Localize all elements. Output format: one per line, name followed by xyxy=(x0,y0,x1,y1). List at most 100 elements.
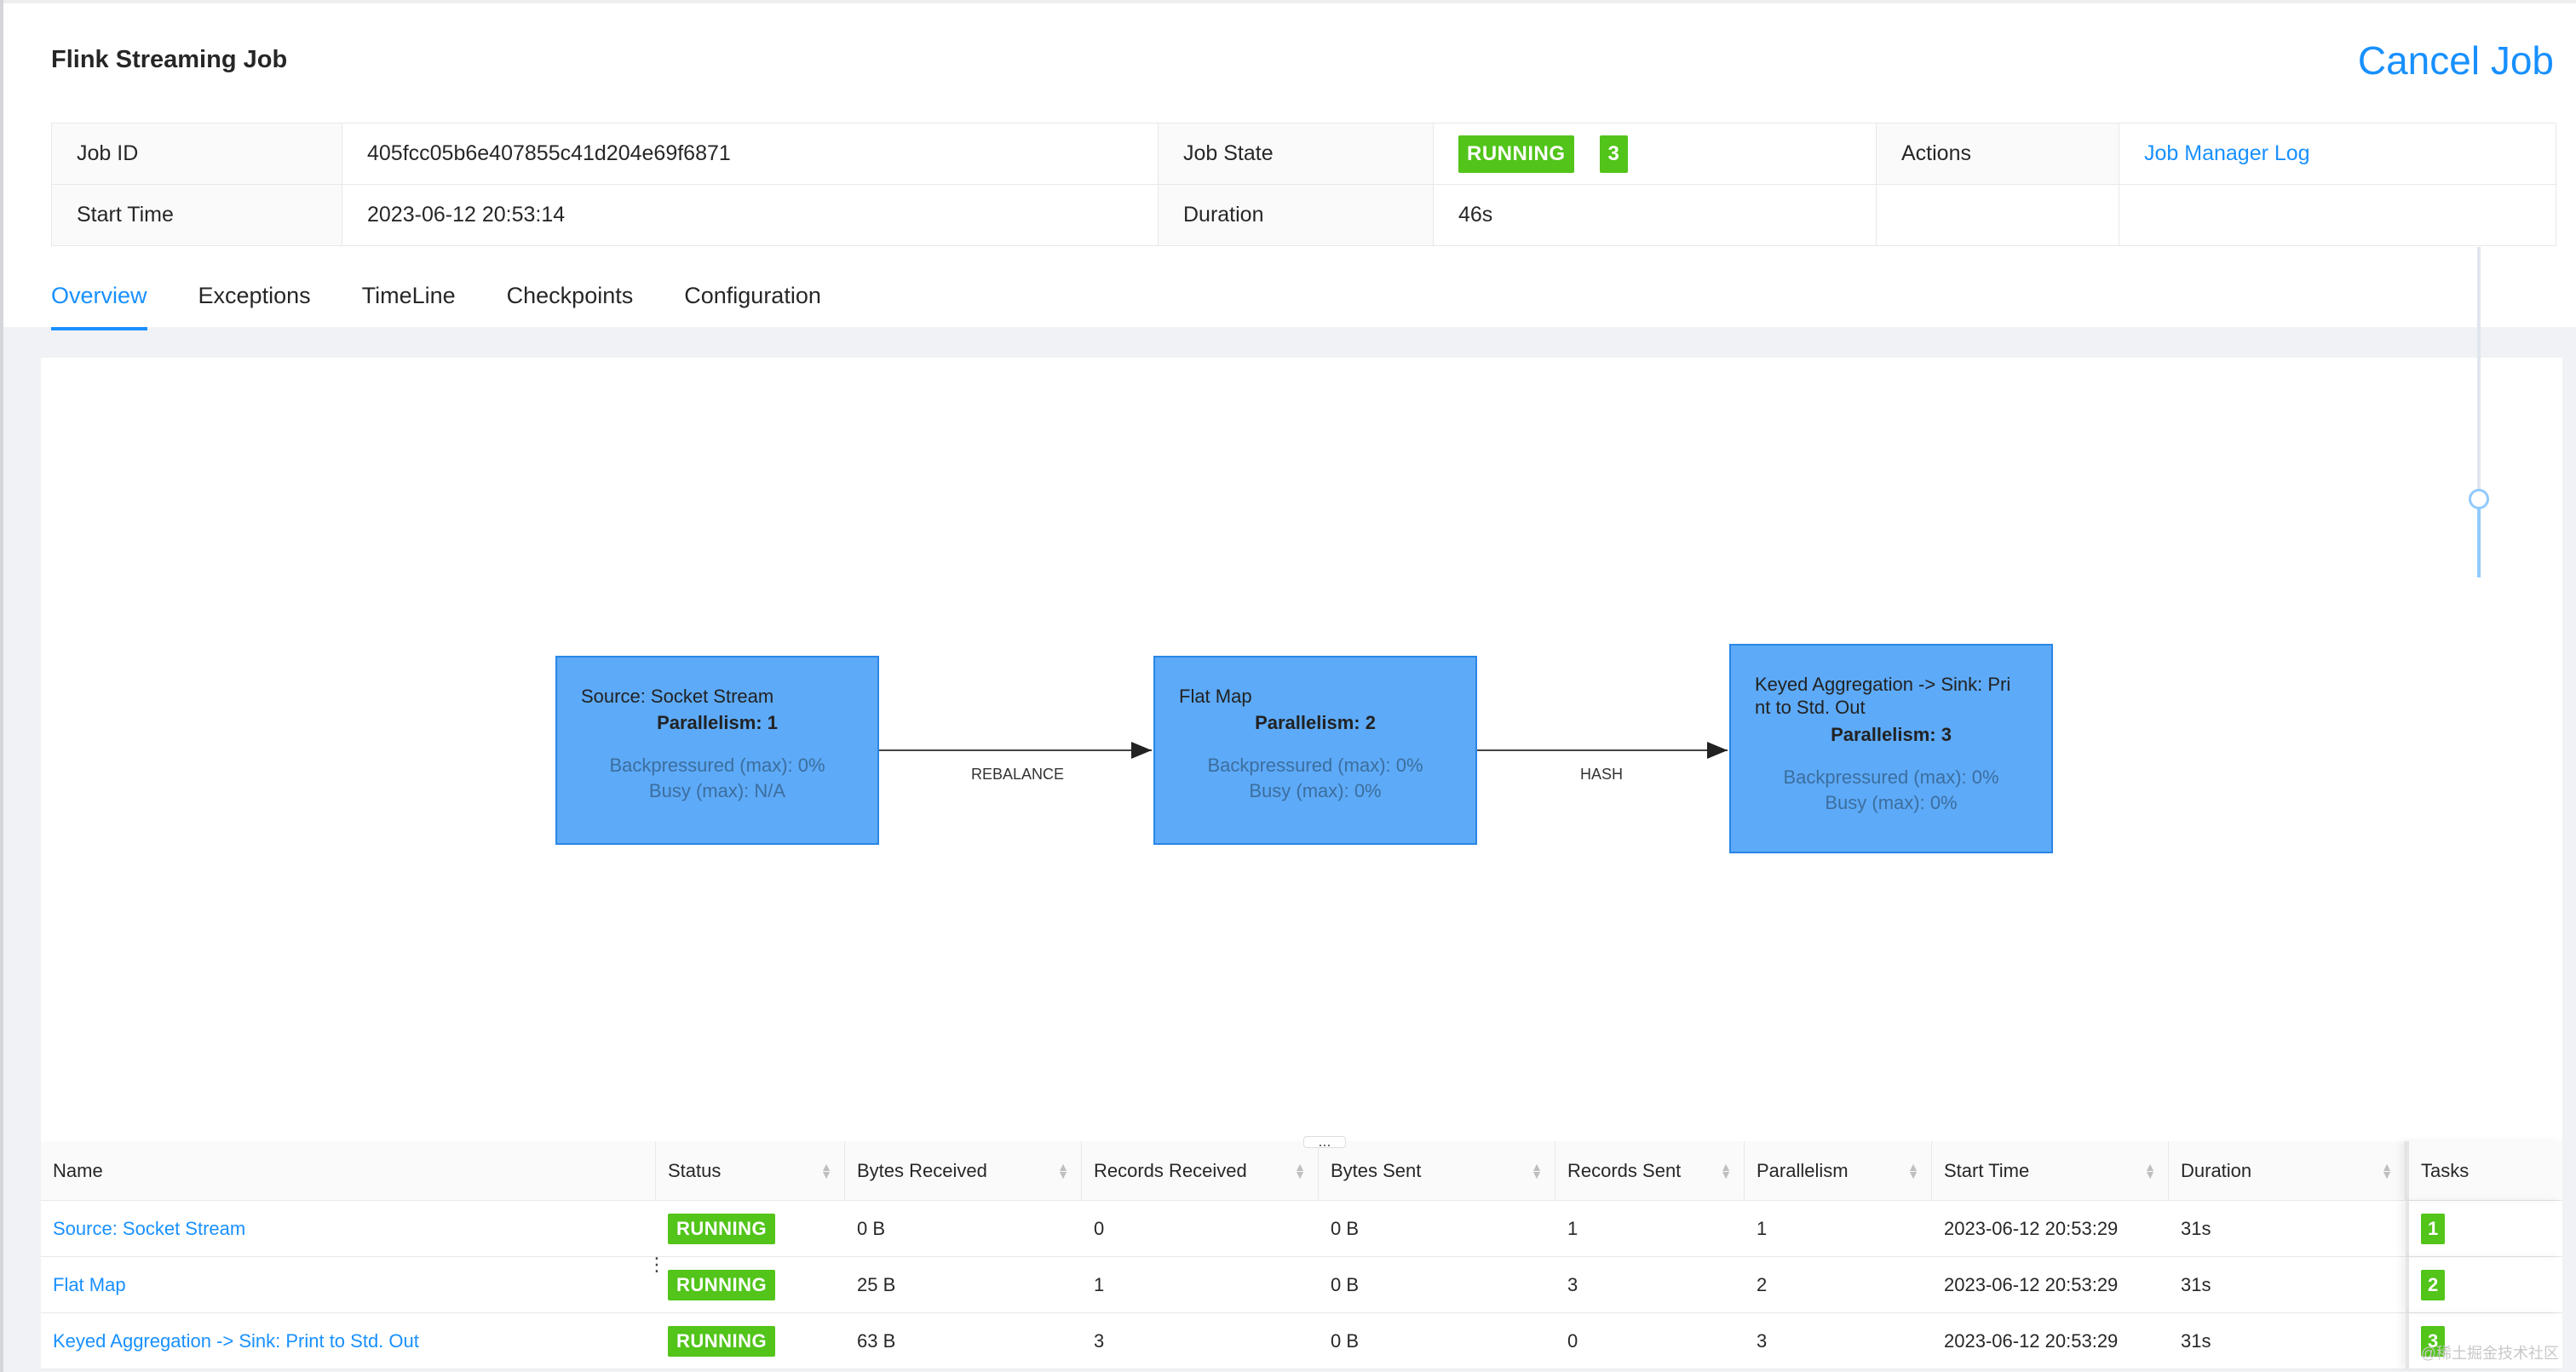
node-name: Flat Map xyxy=(1179,686,1252,707)
graph-node-source[interactable]: Source: Socket Stream Parallelism: 1 Bac… xyxy=(555,656,879,845)
sort-icon[interactable]: ▲ ▼ xyxy=(1531,1159,1543,1181)
cancel-job-button[interactable]: Cancel Job xyxy=(2357,38,2554,83)
sort-icon[interactable]: ▲ ▼ xyxy=(1720,1159,1732,1181)
column-header-label: Duration xyxy=(2181,1159,2252,1181)
job-state-badge: RUNNING xyxy=(1458,135,1574,173)
sort-icon[interactable]: ▲ ▼ xyxy=(1057,1159,1069,1181)
duration-label: Duration xyxy=(1158,184,1434,246)
sort-icon[interactable]: ▲ ▼ xyxy=(2381,1159,2393,1181)
duration: 31s xyxy=(2181,1273,2211,1295)
column-header-label: Tasks xyxy=(2421,1159,2470,1181)
table-header-row: Name Status ▲ ▼ Bytes Received ▲ ▼ Records R… xyxy=(41,1141,2562,1201)
vertex-status: RUNNING xyxy=(656,1313,845,1369)
job-graph-canvas[interactable]: REBALANCE HASH Source: Socket Stream Par… xyxy=(41,358,2562,1141)
column-header-label: Bytes Sent xyxy=(1331,1159,1422,1181)
zoom-slider-track[interactable] xyxy=(2477,247,2481,545)
column-header-records-received[interactable]: Records Received ▲ ▼ xyxy=(1082,1141,1319,1200)
job-state-count-badge: 3 xyxy=(1599,135,1628,173)
bytes-sent: 0 B xyxy=(1331,1329,1360,1352)
column-header-parallelism[interactable]: Parallelism ▲ ▼ xyxy=(1745,1141,1932,1200)
bytes-received: 25 B xyxy=(857,1273,896,1295)
tasks: 2 xyxy=(2406,1257,2562,1312)
bytes-received: 0 B xyxy=(857,1217,886,1239)
node-name-line-2: nt to Std. Out xyxy=(1755,697,1866,718)
sort-icon[interactable]: ▲ ▼ xyxy=(820,1159,832,1181)
records-sent: 0 xyxy=(1567,1329,1578,1352)
records-sent: 3 xyxy=(1567,1273,1578,1295)
vertex-name[interactable]: Source: Socket Stream xyxy=(41,1201,656,1256)
sort-icon[interactable]: ▲ ▼ xyxy=(2144,1159,2156,1181)
job-id-value: 405fcc05b6e407855c41d204e69f6871 xyxy=(342,123,1159,185)
node-busy: Busy (max): 0% xyxy=(1249,780,1382,801)
tab-configuration[interactable]: Configuration xyxy=(684,283,821,308)
vertex-name-link[interactable]: Flat Map xyxy=(53,1273,126,1295)
records-received: 3 xyxy=(1094,1329,1105,1352)
graph-node-flat-map[interactable]: Flat Map Parallelism: 2 Backpressured (m… xyxy=(1153,656,1477,845)
column-header-label: Records Received xyxy=(1094,1159,1247,1181)
tab-timeline[interactable]: TimeLine xyxy=(361,283,456,308)
column-header-label: Status xyxy=(668,1159,722,1181)
actions-label: Actions xyxy=(1876,123,2119,185)
tab-checkpoints[interactable]: Checkpoints xyxy=(506,283,634,308)
column-header-records-sent[interactable]: Records Sent ▲ ▼ xyxy=(1555,1141,1745,1200)
parallelism: 1 xyxy=(1757,1217,1768,1239)
vertex-name[interactable]: Keyed Aggregation -> Sink: Print to Std.… xyxy=(41,1313,656,1369)
status-badge: RUNNING xyxy=(668,1213,776,1244)
node-backpressure: Backpressured (max): 0% xyxy=(1783,766,1999,788)
tasks: 1 xyxy=(2406,1201,2562,1256)
page-title: Flink Streaming Job xyxy=(51,46,288,73)
info-row-1: Job ID 405fcc05b6e407855c41d204e69f6871 … xyxy=(51,123,2556,185)
task-count-badge: 2 xyxy=(2421,1269,2446,1300)
status-badge: RUNNING xyxy=(668,1269,776,1300)
node-name: Keyed Aggregation -> Sink: Pri nt to Std… xyxy=(1755,673,2034,719)
sort-icon[interactable]: ▲ ▼ xyxy=(1907,1159,1919,1181)
graph-node-keyed-aggregation[interactable]: Keyed Aggregation -> Sink: Pri nt to Std… xyxy=(1729,644,2053,853)
empty-cell xyxy=(1876,184,2119,246)
parallelism: 3 xyxy=(1757,1329,1768,1352)
job-tabs: Overview Exceptions TimeLine Checkpoints… xyxy=(51,274,872,330)
column-header-bytes-sent[interactable]: Bytes Sent ▲ ▼ xyxy=(1319,1141,1555,1200)
start-time-value: 2023-06-12 20:53:14 xyxy=(342,184,1159,246)
column-header-label: Bytes Received xyxy=(857,1159,987,1181)
table-row[interactable]: Flat Map RUNNING 25 B 1 0 B 3 2 2023-06-… xyxy=(41,1257,2562,1313)
info-row-2: Start Time 2023-06-12 20:53:14 Duration … xyxy=(51,184,2556,246)
records-sent: 1 xyxy=(1567,1217,1578,1239)
panel-resize-handle[interactable]: ... xyxy=(1303,1134,1346,1149)
vertex-name-link[interactable]: Keyed Aggregation -> Sink: Print to Std.… xyxy=(53,1329,419,1352)
table-row[interactable]: Source: Socket Stream RUNNING 0 B 0 0 B … xyxy=(41,1201,2562,1257)
vertex-name[interactable]: Flat Map xyxy=(41,1257,656,1312)
start-time: 2023-06-12 20:53:29 xyxy=(1944,1217,2119,1239)
vertex-name-link[interactable]: Source: Socket Stream xyxy=(53,1217,246,1239)
tab-exceptions[interactable]: Exceptions xyxy=(198,283,311,308)
job-id-label: Job ID xyxy=(51,123,342,185)
node-backpressure: Backpressured (max): 0% xyxy=(609,755,825,776)
zoom-slider-handle[interactable] xyxy=(2469,489,2489,509)
empty-cell xyxy=(2119,184,2556,246)
node-parallelism: Parallelism: 3 xyxy=(1831,724,1952,745)
tab-overview[interactable]: Overview xyxy=(51,274,147,330)
job-manager-log-link[interactable]: Job Manager Log xyxy=(2144,141,2310,165)
node-parallelism: Parallelism: 2 xyxy=(1255,712,1376,733)
column-header-label: Name xyxy=(53,1159,103,1181)
table-row[interactable]: Keyed Aggregation -> Sink: Print to Std.… xyxy=(41,1313,2562,1369)
graph-edges xyxy=(879,742,1728,759)
watermark: @稀土掘金技术社区 xyxy=(2420,1345,2559,1362)
column-header-duration[interactable]: Duration ▲ ▼ xyxy=(2169,1141,2406,1200)
column-header-bytes-received[interactable]: Bytes Received ▲ ▼ xyxy=(845,1141,1082,1200)
column-header-start-time[interactable]: Start Time ▲ ▼ xyxy=(1932,1141,2169,1200)
records-received: 0 xyxy=(1094,1217,1105,1239)
column-header-name[interactable]: Name xyxy=(41,1141,656,1200)
sort-icon[interactable]: ▲ ▼ xyxy=(1294,1159,1306,1181)
parallelism: 2 xyxy=(1757,1273,1768,1295)
bytes-sent: 0 B xyxy=(1331,1273,1360,1295)
column-header-label: Parallelism xyxy=(1757,1159,1849,1181)
node-busy: Busy (max): N/A xyxy=(648,780,786,801)
row-menu-icon[interactable]: ⋮ xyxy=(647,1254,666,1275)
actions-value: Job Manager Log xyxy=(2119,123,2556,185)
duration: 31s xyxy=(2181,1329,2211,1352)
column-header-status[interactable]: Status ▲ ▼ xyxy=(656,1141,845,1200)
zoom-slider-fill xyxy=(2477,501,2481,577)
node-name: Source: Socket Stream xyxy=(581,686,774,707)
duration: 31s xyxy=(2181,1217,2211,1239)
job-state-label: Job State xyxy=(1158,123,1434,185)
